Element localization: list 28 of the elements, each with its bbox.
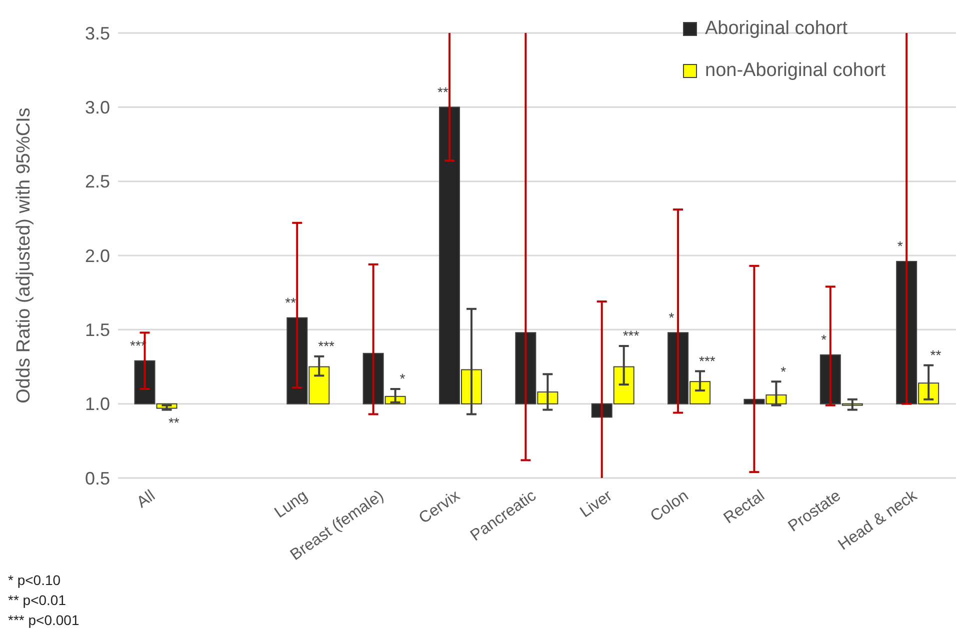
y-tick-label: 2.5 bbox=[84, 172, 110, 192]
text: *** p<0.001 bbox=[8, 611, 80, 630]
annotation: * bbox=[668, 309, 675, 326]
annotation: ** bbox=[285, 294, 297, 311]
y-tick-label: 3.0 bbox=[84, 98, 110, 118]
y-tick-label: 3.5 bbox=[84, 23, 110, 44]
annotation: *** bbox=[622, 328, 640, 344]
annotation: ** bbox=[930, 346, 942, 363]
annotation: * bbox=[821, 332, 828, 348]
y-tick-label: 1.0 bbox=[84, 394, 110, 414]
x-tick-label: Lung bbox=[272, 487, 311, 522]
text: * p<0.10 bbox=[8, 571, 62, 590]
annotation: * bbox=[400, 370, 406, 387]
x-tick-label: Liver bbox=[577, 486, 616, 522]
y-tick-label: 1.5 bbox=[84, 320, 110, 340]
annotation: *** bbox=[318, 338, 336, 354]
y-tick-label: 0.5 bbox=[84, 468, 110, 488]
annotation: *** bbox=[699, 352, 716, 369]
legend-label: Aboriginal cohort bbox=[705, 18, 848, 40]
y-tick-label: 2.0 bbox=[84, 246, 110, 266]
annotation: ** bbox=[438, 84, 449, 100]
annotation: ** bbox=[168, 414, 180, 430]
annotation: * bbox=[780, 363, 787, 380]
annotation: * bbox=[897, 238, 904, 254]
text: ** p<0.01 bbox=[8, 591, 67, 610]
x-tick-label: All bbox=[134, 487, 158, 512]
legend-label: non-Aboriginal cohort bbox=[705, 60, 886, 82]
y-axis-title: Odds Ratio (adjusted) with 95%CIs bbox=[14, 108, 35, 404]
